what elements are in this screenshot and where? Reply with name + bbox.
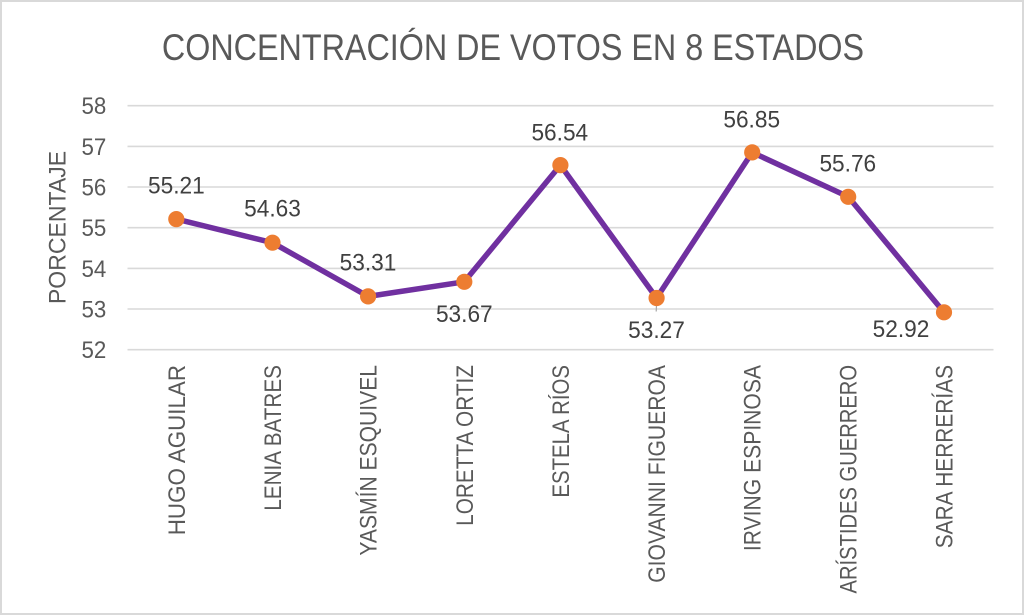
svg-text:CONCENTRACIÓN DE VOTOS EN 8 ES: CONCENTRACIÓN DE VOTOS EN 8 ESTADOS: [162, 27, 864, 69]
svg-text:SARA HERRERÍAS: SARA HERRERÍAS: [931, 365, 958, 548]
svg-text:LORETTA ORTIZ: LORETTA ORTIZ: [451, 365, 478, 526]
svg-text:52.92: 52.92: [873, 316, 930, 343]
svg-text:PORCENTAJE: PORCENTAJE: [44, 151, 71, 304]
svg-text:54: 54: [81, 255, 106, 282]
svg-text:56.54: 56.54: [531, 119, 588, 146]
svg-text:GIOVANNI FIGUEROA: GIOVANNI FIGUEROA: [644, 364, 671, 583]
svg-text:HUGO AGUILAR: HUGO AGUILAR: [163, 365, 190, 535]
svg-text:53.67: 53.67: [436, 300, 493, 327]
svg-text:53.31: 53.31: [340, 249, 397, 276]
svg-text:55.21: 55.21: [148, 172, 205, 199]
svg-text:53.27: 53.27: [628, 316, 685, 343]
svg-text:54.63: 54.63: [244, 195, 301, 222]
svg-text:55.76: 55.76: [819, 150, 876, 177]
svg-text:ESTELA RÍOS: ESTELA RÍOS: [547, 365, 574, 498]
svg-text:56: 56: [81, 174, 106, 201]
svg-text:58: 58: [81, 92, 106, 119]
svg-text:55: 55: [81, 214, 106, 241]
svg-text:52: 52: [81, 336, 106, 363]
svg-text:LENIA BATRES: LENIA BATRES: [260, 365, 287, 511]
svg-text:IRVING ESPINOSA: IRVING ESPINOSA: [739, 364, 766, 551]
svg-text:ARÍSTIDES GUERRERO: ARÍSTIDES GUERRERO: [835, 365, 862, 593]
svg-text:53: 53: [81, 296, 106, 323]
svg-text:YASMÍN ESQUIVEL: YASMÍN ESQUIVEL: [355, 365, 382, 556]
svg-text:57: 57: [81, 133, 106, 160]
svg-text:56.85: 56.85: [723, 106, 780, 133]
